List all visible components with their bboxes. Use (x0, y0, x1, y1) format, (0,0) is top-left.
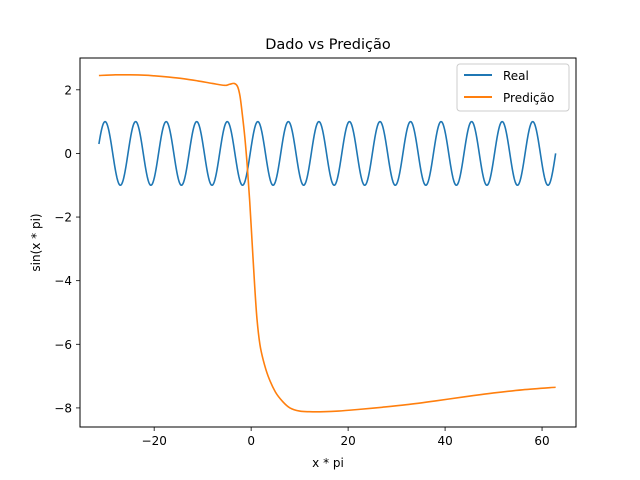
y-tick-label: −8 (54, 401, 72, 415)
legend: Real Predição (456, 63, 570, 112)
series-line-predicao (98, 73, 556, 413)
plot-lines (98, 73, 557, 413)
series-line-real (98, 120, 557, 187)
x-tick-label: 20 (340, 434, 355, 448)
chart-title: Dado vs Predição (265, 37, 391, 53)
x-axis-ticks: −20 0 20 40 60 (142, 427, 550, 448)
y-tick-label: −4 (54, 274, 72, 288)
y-axis-ticks: −8 −6 −4 −2 0 2 (54, 83, 80, 415)
y-tick-label: 2 (64, 83, 72, 97)
y-tick-label: 0 (64, 147, 72, 161)
x-axis-label: x * pi (312, 456, 344, 470)
legend-label-predicao: Predição (503, 91, 554, 105)
x-tick-label: −20 (142, 434, 167, 448)
y-axis-label: sin(x * pi) (29, 213, 43, 271)
x-tick-label: 0 (247, 434, 255, 448)
plot-frame (79, 57, 577, 428)
y-tick-label: −2 (54, 211, 72, 225)
x-tick-label: 60 (534, 434, 549, 448)
x-tick-label: 40 (437, 434, 452, 448)
legend-label-real: Real (503, 69, 529, 83)
y-tick-label: −6 (54, 338, 72, 352)
